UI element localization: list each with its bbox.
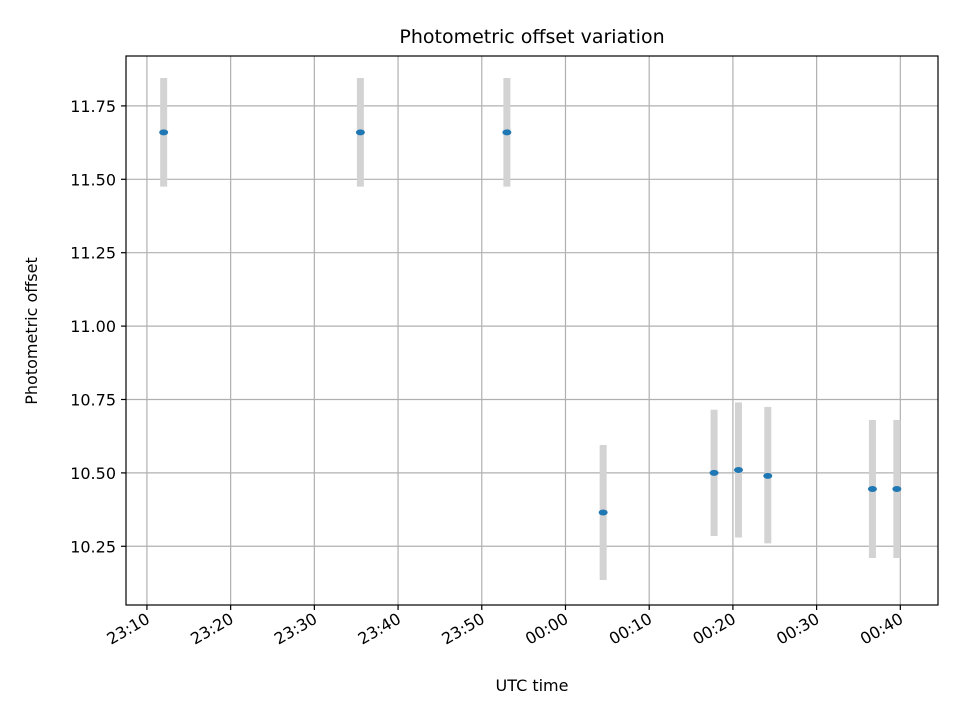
data-point	[733, 466, 743, 473]
data-point	[763, 472, 773, 479]
data-point	[598, 509, 608, 516]
grid	[126, 56, 938, 605]
x-tick-label: 00:20	[689, 609, 738, 649]
x-tick-label: 23:30	[271, 609, 320, 649]
data-point	[867, 486, 877, 493]
data-point	[709, 469, 719, 476]
data-point	[159, 129, 169, 136]
data-points	[159, 129, 902, 516]
x-tick-label: 23:40	[355, 609, 404, 649]
x-axis-label: UTC time	[496, 676, 569, 695]
x-tick-label: 00:30	[773, 609, 822, 649]
x-tick-label: 00:10	[606, 609, 655, 649]
x-tick-label: 00:40	[857, 609, 906, 649]
error-bars	[160, 78, 901, 581]
x-tick-label: 00:00	[522, 609, 571, 649]
y-axis-ticks: 10.25 10.50 10.75 11.00 11.25 11.50 11.75	[70, 97, 126, 556]
x-tick-label: 23:20	[187, 609, 236, 649]
x-axis-ticks: 23:10 23:20 23:30 23:40 23:50 00:00 00:10 00:20…	[103, 605, 906, 649]
y-tick-label: 11.25	[70, 244, 116, 263]
x-tick-label: 23:50	[438, 609, 487, 649]
data-point	[502, 129, 512, 136]
y-tick-label: 10.50	[70, 464, 116, 483]
plot-area-frame	[125, 55, 939, 606]
y-tick-label: 10.75	[70, 390, 116, 409]
chart-title: Photometric offset variation	[399, 26, 664, 48]
y-tick-label: 11.75	[70, 97, 116, 116]
x-tick-label: 23:10	[103, 609, 152, 649]
y-tick-label: 10.25	[70, 537, 116, 556]
y-tick-label: 11.50	[70, 170, 116, 189]
y-axis-label: Photometric offset	[22, 257, 41, 405]
data-point	[355, 129, 365, 136]
y-tick-label: 11.00	[70, 317, 116, 336]
data-point	[892, 486, 902, 493]
